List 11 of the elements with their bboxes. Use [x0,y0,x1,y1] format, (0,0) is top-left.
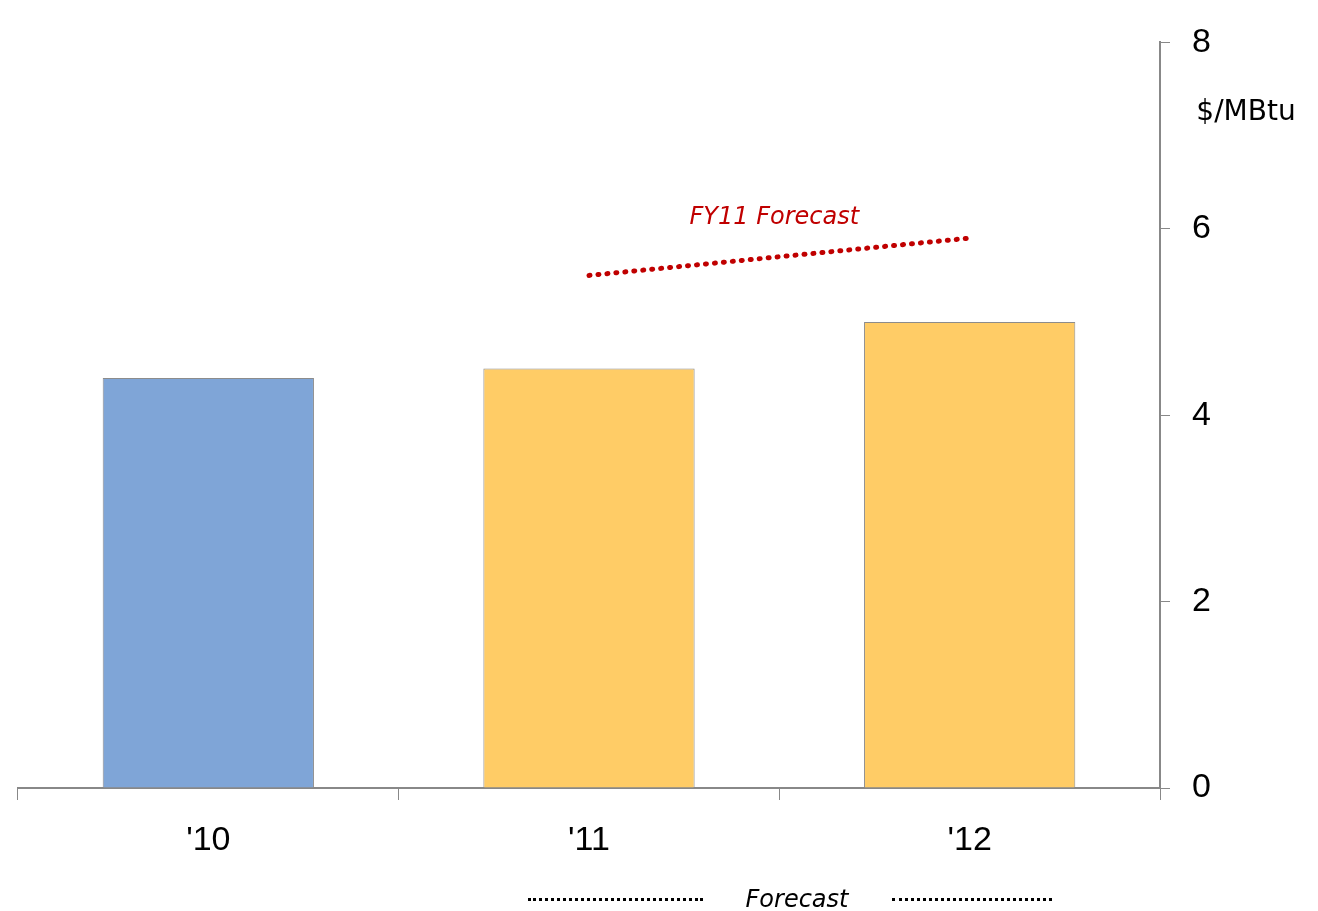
x-tick-label: '10 [186,818,231,857]
y-tick-label: 8 [1192,20,1211,59]
series-label: FY11 Forecast [689,202,861,231]
y-tick-label: 6 [1192,207,1211,246]
x-tick-label: '11 [568,818,610,857]
x-tick-label: '12 [947,818,992,857]
text: Forecast [745,885,851,911]
y-tick-label: 0 [1192,766,1211,805]
y-axis-title: $/MBtu [1196,93,1296,127]
y-tick-label: 2 [1192,579,1211,618]
y-tick-label: 4 [1192,393,1211,432]
